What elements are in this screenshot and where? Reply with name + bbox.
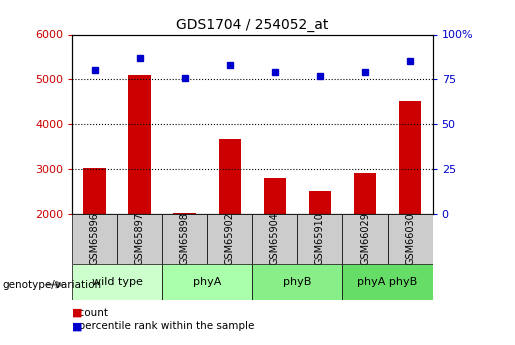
Bar: [342, 214, 387, 264]
Text: phyB: phyB: [283, 277, 312, 287]
Bar: [162, 214, 207, 264]
Text: wild type: wild type: [92, 277, 143, 287]
Text: GSM65898: GSM65898: [180, 213, 190, 265]
Text: GSM65897: GSM65897: [135, 213, 145, 265]
Bar: [117, 214, 162, 264]
Bar: [218, 139, 241, 214]
Bar: [354, 172, 376, 214]
Bar: [342, 264, 433, 300]
Bar: [207, 214, 252, 264]
Text: GSM65902: GSM65902: [225, 213, 235, 265]
Bar: [308, 191, 331, 214]
Bar: [128, 75, 151, 214]
Title: GDS1704 / 254052_at: GDS1704 / 254052_at: [176, 18, 329, 32]
Text: phyA: phyA: [193, 277, 221, 287]
Bar: [399, 101, 421, 214]
Bar: [83, 168, 106, 214]
Bar: [264, 178, 286, 214]
Text: ■: ■: [72, 308, 82, 318]
Text: percentile rank within the sample: percentile rank within the sample: [72, 322, 254, 332]
Bar: [174, 213, 196, 214]
Text: genotype/variation: genotype/variation: [3, 280, 101, 289]
Text: GSM65904: GSM65904: [270, 213, 280, 265]
Text: ■: ■: [72, 322, 82, 332]
Bar: [252, 214, 297, 264]
Text: count: count: [72, 308, 108, 318]
Bar: [72, 264, 162, 300]
Bar: [387, 214, 433, 264]
Text: GSM65896: GSM65896: [90, 213, 99, 265]
Text: GSM65910: GSM65910: [315, 213, 325, 265]
Text: GSM66030: GSM66030: [405, 213, 415, 265]
Bar: [72, 214, 117, 264]
Text: GSM66029: GSM66029: [360, 213, 370, 265]
Text: phyA phyB: phyA phyB: [357, 277, 418, 287]
Bar: [297, 214, 342, 264]
Bar: [162, 264, 252, 300]
Bar: [252, 264, 342, 300]
